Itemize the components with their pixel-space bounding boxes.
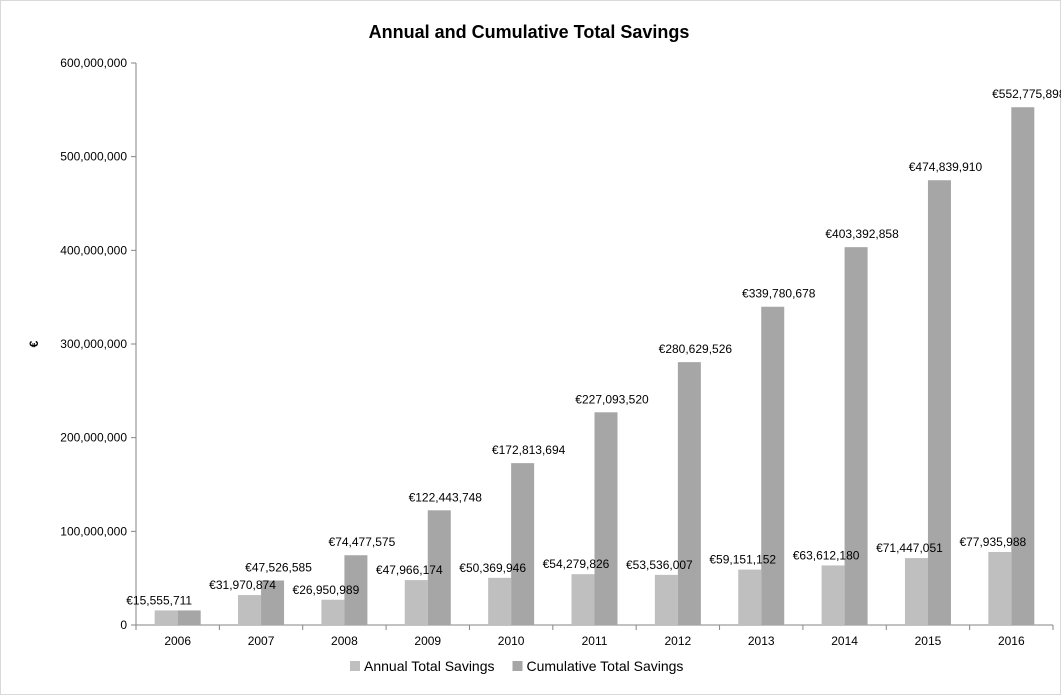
bar-annual [488, 577, 512, 625]
x-tick-label: 2009 [414, 634, 441, 648]
bar-cumulative [261, 580, 285, 625]
bar-annual [238, 595, 262, 625]
legend-label: Cumulative Total Savings [527, 658, 684, 674]
bar-annual [654, 574, 678, 625]
data-label-cumulative: €122,443,748 [409, 490, 483, 504]
bar-cumulative [761, 306, 785, 625]
data-label-cumulative: €74,477,575 [329, 535, 396, 549]
bar-cumulative [177, 610, 201, 625]
y-axis-label: € [27, 340, 41, 347]
y-tick-label: 600,000,000 [60, 56, 127, 70]
bar-annual [154, 610, 178, 625]
x-tick-label: 2015 [915, 634, 942, 648]
bar-annual [571, 574, 595, 625]
y-tick-label: 400,000,000 [60, 243, 127, 257]
legend-swatch [512, 661, 523, 671]
data-label-annual: €47,966,174 [376, 563, 443, 577]
data-label-annual: €31,970,874 [209, 578, 276, 592]
data-label-annual: €71,447,051 [876, 541, 943, 555]
legend-swatch [350, 661, 360, 671]
data-label-cumulative: €403,392,858 [825, 227, 899, 241]
data-label-annual: €26,950,989 [293, 583, 360, 597]
data-label-annual: €53,536,007 [626, 558, 693, 572]
bar-annual [738, 569, 762, 625]
data-label-cumulative: €172,813,694 [492, 443, 566, 457]
bar-cumulative [427, 510, 451, 625]
data-label-annual: €63,612,180 [793, 548, 860, 562]
y-tick-label: 100,000,000 [60, 524, 127, 538]
x-tick-label: 2014 [831, 634, 858, 648]
data-label-annual: €59,151,152 [709, 553, 776, 567]
bar-cumulative [677, 362, 701, 625]
data-label-cumulative: €339,780,678 [742, 287, 816, 301]
x-tick-label: 2006 [164, 634, 191, 648]
data-label-annual: €50,369,946 [459, 561, 526, 575]
x-tick-label: 2007 [248, 634, 275, 648]
data-label-cumulative: €474,839,910 [909, 160, 983, 174]
y-tick-label: 200,000,000 [60, 431, 127, 445]
data-label-annual: €54,279,826 [543, 557, 610, 571]
data-label-annual: €15,555,711 [126, 593, 192, 607]
x-tick-label: 2008 [331, 634, 358, 648]
bar-cumulative [844, 247, 868, 626]
bar-annual [404, 580, 428, 625]
legend-label: Annual Total Savings [364, 658, 495, 674]
y-tick-label: 500,000,000 [60, 150, 127, 164]
x-tick-label: 2011 [582, 634, 608, 648]
y-tick-label: 0 [120, 618, 127, 632]
x-tick-label: 2016 [998, 634, 1025, 648]
legend: Annual Total Savings Cumulative Total Sav… [350, 658, 683, 674]
bar-cumulative [927, 180, 951, 626]
x-tick-label: 2013 [748, 634, 775, 648]
x-tick-label: 2010 [498, 634, 525, 648]
bar-cumulative [594, 412, 618, 625]
bar-annual [321, 599, 345, 625]
data-label-cumulative: €552,775,898 [992, 87, 1061, 101]
bar-annual [904, 558, 928, 625]
bar-cumulative [511, 463, 535, 625]
data-label-cumulative: €280,629,526 [659, 342, 733, 356]
data-label-annual: €77,935,988 [959, 535, 1026, 549]
data-label-cumulative: €227,093,520 [575, 392, 649, 406]
chart-title: Annual and Cumulative Total Savings [369, 22, 690, 42]
x-tick-label: 2012 [665, 634, 692, 648]
data-label-cumulative: €47,526,585 [245, 560, 312, 574]
bar-cumulative [344, 555, 368, 625]
bar-annual [988, 551, 1012, 625]
bar-annual [821, 565, 845, 625]
plot-area: 0 100,000,000 200,000,000 300,000,000 400,00… [60, 56, 1061, 648]
bar-cumulative [1011, 107, 1035, 625]
y-tick-label: 300,000,000 [60, 337, 127, 351]
